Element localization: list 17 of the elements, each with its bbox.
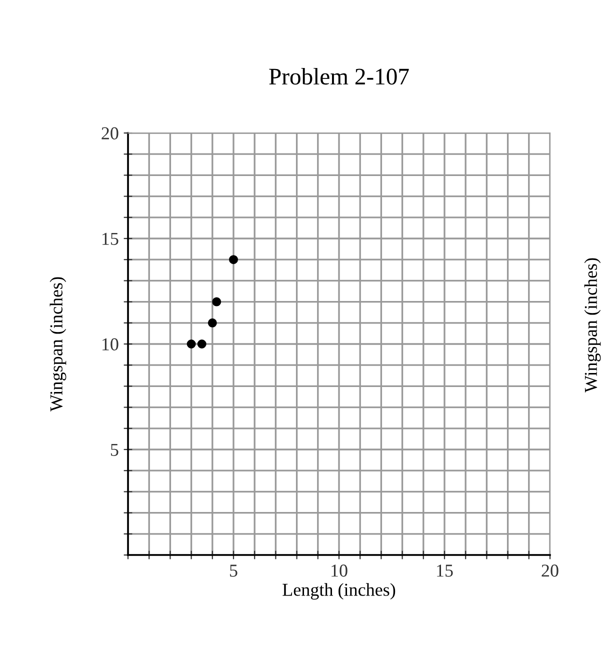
x-tick-label: 15 — [437, 564, 453, 577]
y-tick-label: 15 — [102, 232, 118, 245]
y-tick-label: 10 — [102, 338, 118, 350]
x-tick-label: 20 — [542, 564, 558, 577]
text: Wingspan (inches) — [584, 258, 601, 393]
point — [229, 255, 238, 264]
y-tick-label: 20 — [102, 127, 118, 140]
x-axis-title: Length (inches) — [282, 583, 396, 600]
point — [186, 340, 196, 348]
x-tick-label: 5 — [230, 564, 238, 577]
y-axis-title: Wingspan (inches) — [50, 277, 66, 412]
point — [212, 297, 222, 306]
y-tick-label: 5 — [110, 444, 118, 456]
x-tick-label: 10 — [332, 564, 348, 577]
point — [197, 340, 206, 348]
chart-title: Problem 2-107 — [269, 68, 409, 85]
point — [208, 318, 217, 328]
